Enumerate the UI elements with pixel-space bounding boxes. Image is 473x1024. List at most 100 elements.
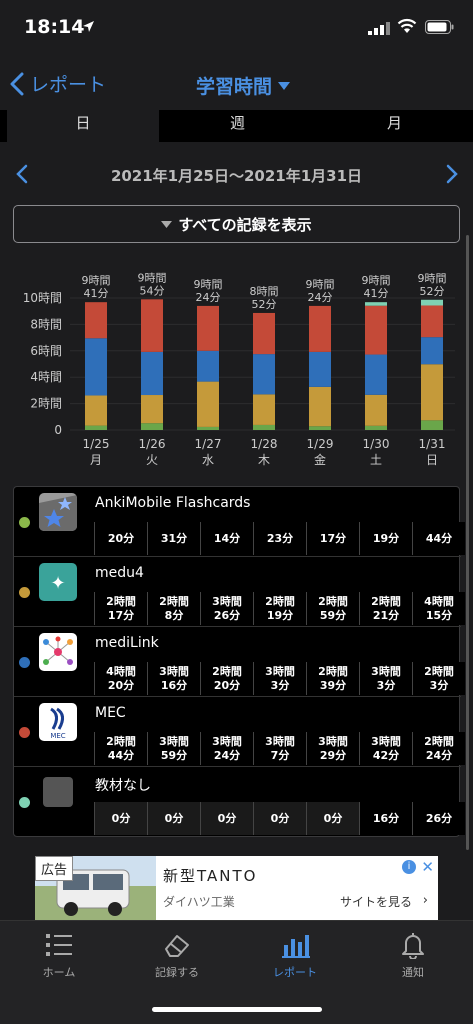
navigation-bar: レポート 学習時間 (0, 58, 473, 110)
bar-segment (421, 364, 443, 421)
tab-bar: ホーム 記録する レポート 通知 (0, 920, 473, 1024)
time-cell: 2時間 39分 (306, 662, 359, 695)
battery-icon (425, 20, 454, 34)
home-indicator[interactable] (152, 1007, 322, 1012)
time-cell: 3時間 16分 (147, 662, 200, 695)
x-tick-date: 1/28 (251, 437, 278, 451)
x-tick-weekday: 月 (90, 453, 102, 467)
time-cell: 3時間 3分 (253, 662, 306, 695)
bar-total-hours: 9時間 (306, 278, 335, 291)
y-tick-label: 6時間 (30, 344, 62, 358)
segment-day[interactable]: 日 (7, 110, 159, 142)
bar-total-hours: 8時間 (250, 285, 279, 298)
bar-segment (365, 425, 387, 430)
bar-total-hours: 9時間 (194, 278, 223, 291)
tab-notifications[interactable]: 通知 (354, 931, 472, 980)
bar-segment (141, 395, 163, 424)
series-color-dot (19, 517, 30, 528)
material-name: medu4 (95, 565, 144, 581)
material-row[interactable]: mediLink 4時間 20分 3時間 16分 2時間 20分 3時間 3分 2時間 39分 3時間… (14, 627, 465, 697)
time-cell: 16分 (359, 802, 412, 835)
tab-home[interactable]: ホーム (0, 931, 118, 980)
bar-total-minutes: 54分 (140, 284, 165, 297)
bar-segment (365, 302, 387, 306)
bar-segment (85, 395, 107, 426)
ad-close-icon[interactable]: ✕ (421, 858, 434, 876)
scrollbar[interactable] (466, 235, 469, 850)
ad-car-image: 広告 (35, 856, 156, 920)
next-week-button[interactable] (446, 164, 458, 184)
y-tick-label: 0 (54, 423, 62, 437)
show-all-records-button[interactable]: すべての記録を表示 (13, 205, 460, 243)
svg-text:MEC: MEC (50, 732, 65, 740)
time-cell: 14分 (200, 522, 253, 555)
time-cell: 19分 (359, 522, 412, 555)
time-cell: 44分 (412, 522, 465, 555)
period-type-dropdown[interactable]: 学習時間 (196, 72, 291, 99)
ad-badge: 広告 (35, 856, 74, 881)
mec-logo-icon: MEC (39, 703, 77, 741)
series-color-dot (19, 587, 30, 598)
ad-cta-link[interactable]: サイトを見る (339, 895, 412, 909)
series-color-dot (19, 727, 30, 738)
bar-segment (309, 386, 331, 427)
time-cell: 0分 (147, 802, 200, 835)
time-cell: 2時間 3分 (412, 662, 465, 695)
time-cell: 3時間 7分 (253, 732, 306, 765)
bar-segment (309, 351, 331, 387)
tab-record[interactable]: 記録する (118, 931, 236, 980)
material-row[interactable]: AnkiMobile Flashcards 20分 31分 14分 23分 17分 19分 4… (14, 487, 465, 557)
time-cell: 2時間 19分 (253, 592, 306, 625)
time-cell: 0分 (94, 802, 147, 835)
tab-home-label: ホーム (42, 966, 76, 979)
time-cell: 4時間 20分 (94, 662, 147, 695)
segment-month[interactable]: 月 (386, 114, 402, 132)
date-range-label: 2021年1月25日〜2021年1月31日 (110, 167, 363, 185)
bar-segment (253, 354, 275, 395)
chevron-right-icon: › (422, 893, 428, 908)
time-cell: 0分 (200, 802, 253, 835)
material-name: AnkiMobile Flashcards (95, 495, 251, 511)
page-title: 学習時間 (196, 76, 273, 98)
x-tick-date: 1/27 (195, 437, 222, 451)
time-cell: 26分 (412, 802, 465, 835)
ad-title: 新型TANTO (163, 867, 258, 885)
caret-down-icon (278, 81, 291, 90)
material-name: mediLink (95, 635, 159, 651)
time-cell: 20分 (94, 522, 147, 555)
back-button[interactable]: レポート (10, 70, 106, 97)
show-all-records-label: すべての記録を表示 (178, 215, 312, 234)
series-color-dot (19, 657, 30, 668)
bar-segment (141, 299, 163, 352)
bar-total-minutes: 41分 (364, 287, 389, 300)
ad-info-icon[interactable]: i (402, 860, 416, 874)
bar-segment (253, 424, 275, 430)
time-cell: 3時間 26分 (200, 592, 253, 625)
time-cell: 31分 (147, 522, 200, 555)
time-cell: 2時間 59分 (306, 592, 359, 625)
period-segmented-control: 日 週 月 (0, 110, 473, 142)
tab-report[interactable]: レポート (236, 931, 354, 980)
material-name: MEC (95, 705, 126, 721)
x-tick-date: 1/30 (363, 437, 390, 451)
x-tick-date: 1/26 (139, 437, 166, 451)
bar-segment (197, 305, 219, 351)
bar-segment (141, 423, 163, 430)
time-cell: 23分 (253, 522, 306, 555)
ad-banner[interactable]: 広告 新型TANTO ダイハツ工業 サイトを見る › i ✕ (35, 856, 438, 920)
daily-time-cells: 4時間 20分 3時間 16分 2時間 20分 3時間 3分 2時間 39分 3時間 3分 2時間 3分 (94, 662, 465, 695)
bar-total-minutes: 52分 (420, 285, 445, 298)
segment-week[interactable]: 週 (229, 114, 245, 132)
bar-chart-icon (282, 935, 310, 958)
x-tick-weekday: 土 (370, 453, 382, 467)
bar-segment (421, 420, 443, 430)
x-tick-weekday: 火 (146, 453, 158, 467)
bar-total-minutes: 24分 (196, 291, 221, 304)
material-row[interactable]: ✦ medu4 2時間 17分 2時間 8分 3時間 26分 2時間 19分 2時間 59分 2時間 21… (14, 557, 465, 627)
material-row[interactable]: 教材なし 0分 0分 0分 0分 0分 16分 26分 (14, 767, 465, 837)
material-row[interactable]: MEC MEC 2時間 44分 3時間 59分 3時間 24分 3時間 7分 3時間 29分 3時間 42… (14, 697, 465, 767)
material-name: 教材なし (95, 778, 151, 794)
previous-week-button[interactable] (16, 164, 28, 184)
daily-time-cells: 2時間 44分 3時間 59分 3時間 24分 3時間 7分 3時間 29分 3時間 42分 2時間 24… (94, 732, 465, 765)
x-tick-weekday: 木 (258, 453, 270, 467)
